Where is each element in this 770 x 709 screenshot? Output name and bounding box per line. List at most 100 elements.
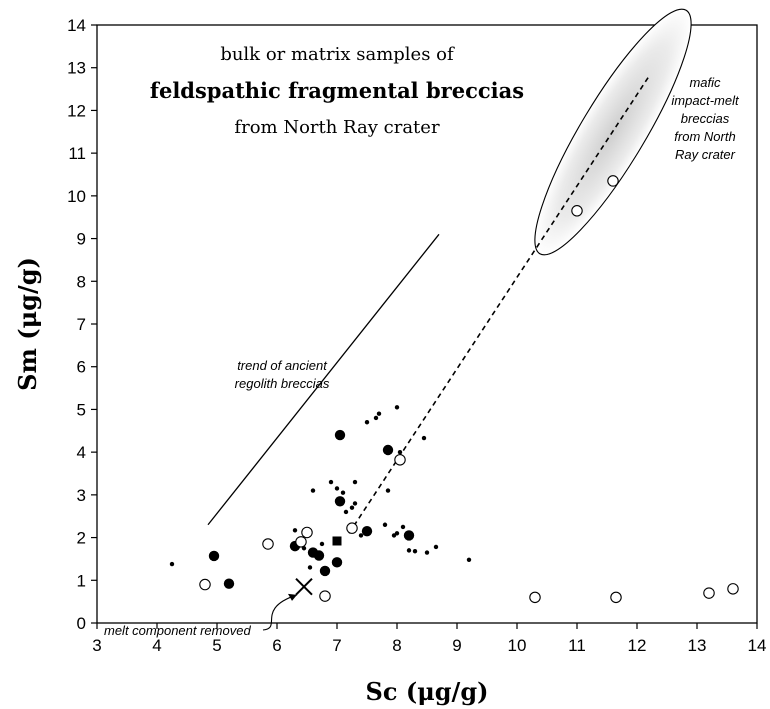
small-dot-point [385,488,391,493]
small-dot-point [364,420,370,425]
small-dot-point [352,501,358,506]
y-tick-label: 14 [67,16,86,35]
small-dot-point [343,509,349,515]
open-circle-point [703,587,715,599]
y-tick-label: 2 [77,529,86,548]
small-dot-point [292,528,298,533]
chart-title-line-2: feldspathic fragmental breccias [150,78,524,103]
small-dot-point [394,405,400,410]
x-tick-label: 12 [628,636,647,655]
small-dot-point [397,449,403,455]
y-tick-label: 7 [77,315,86,334]
small-dot-point [406,548,412,553]
mafic-label-line-2: impact-melt [671,93,740,108]
small-dot-point [334,486,340,491]
small-dot-point [307,565,313,570]
open-circle-point [529,591,541,604]
open-circle-point [394,454,406,466]
small-dot-point [349,505,355,510]
x-tick-label: 4 [152,636,161,655]
small-dot-point [466,557,472,562]
small-dot-point [328,479,334,485]
small-dot-point [310,488,316,493]
x-tick-label: 5 [212,636,221,655]
melt-arrow [262,594,298,631]
large-dot-point [208,550,220,562]
small-dot-point [421,435,427,441]
melt-component-label: melt component removed [104,623,251,638]
x-tick-label: 9 [452,636,461,655]
small-dot-point [424,550,430,555]
x-tick-label: 14 [748,636,767,655]
small-dot-point [433,544,439,550]
open-circle-point [571,205,583,217]
trend-label-line-1: trend of ancient [237,358,328,373]
large-dot-point [319,565,331,577]
open-circle-point [610,591,622,604]
melt-arrow-head [288,593,297,601]
open-circle-point [346,522,358,534]
small-dot-point [358,533,364,538]
small-dot-point [412,549,418,554]
large-dot-point [223,578,235,589]
x-tick-label: 6 [272,636,281,655]
large-dot-point [382,444,394,456]
y-tick-label: 4 [77,443,86,462]
chart-title-line-1: bulk or matrix samples of [220,44,455,65]
mafic-label-line-1: mafic [689,75,721,90]
x-tick-label: 3 [92,636,101,655]
large-dot-point [334,496,346,507]
square-point [332,536,342,546]
trend-line [207,233,440,526]
open-circle-point [607,175,619,187]
x-axis-label: Sc (μg/g) [366,677,489,706]
y-tick-label: 0 [77,614,86,633]
open-circle-point [301,526,313,539]
small-dot-point [340,490,346,495]
mafic-label-line-3: breccias [681,111,730,126]
large-dot-point [403,530,415,541]
open-circle-point [199,578,211,591]
chart-title-line-3: from North Ray crater [234,117,440,138]
y-tick-label: 1 [77,571,86,590]
small-dot-point [382,522,388,527]
open-circle-point [262,538,274,550]
mafic-label-line-4: from North [674,129,735,144]
y-tick-label: 6 [77,358,86,377]
open-circle-point [295,536,307,548]
y-tick-label: 8 [77,272,86,291]
x-tick-label: 10 [508,636,527,655]
open-circle-point [319,590,331,602]
open-circle-point [727,583,739,595]
y-axis-label: Sm (μg/g) [13,257,42,391]
data-points [169,175,739,604]
large-dot-point [334,429,346,441]
y-tick-label: 3 [77,486,86,505]
small-dot-point [319,541,325,547]
y-tick-label: 5 [77,400,86,419]
mafic-label-line-5: Ray crater [675,147,736,162]
large-dot-point [361,525,373,537]
small-dot-point [169,561,175,567]
x-tick-label: 13 [688,636,707,655]
x-tick-label: 8 [392,636,401,655]
y-tick-label: 11 [68,144,86,163]
y-tick-label: 10 [67,187,86,206]
y-tick-label: 12 [67,101,86,120]
y-tick-label: 13 [67,59,86,78]
large-dot-point [331,557,343,568]
x-tick-label: 11 [568,636,586,655]
trend-label-line-2: regolith breccias [235,376,330,391]
small-dot-point [352,479,358,485]
small-dot-point [376,411,382,416]
y-tick-label: 9 [77,230,86,249]
axis-ticks [91,24,758,629]
x-tick-label: 7 [332,636,341,655]
cross-point [295,577,313,596]
small-dot-point [394,531,400,536]
small-dot-point [400,524,406,530]
small-dot-point [373,415,379,421]
large-dot-point [313,550,325,561]
